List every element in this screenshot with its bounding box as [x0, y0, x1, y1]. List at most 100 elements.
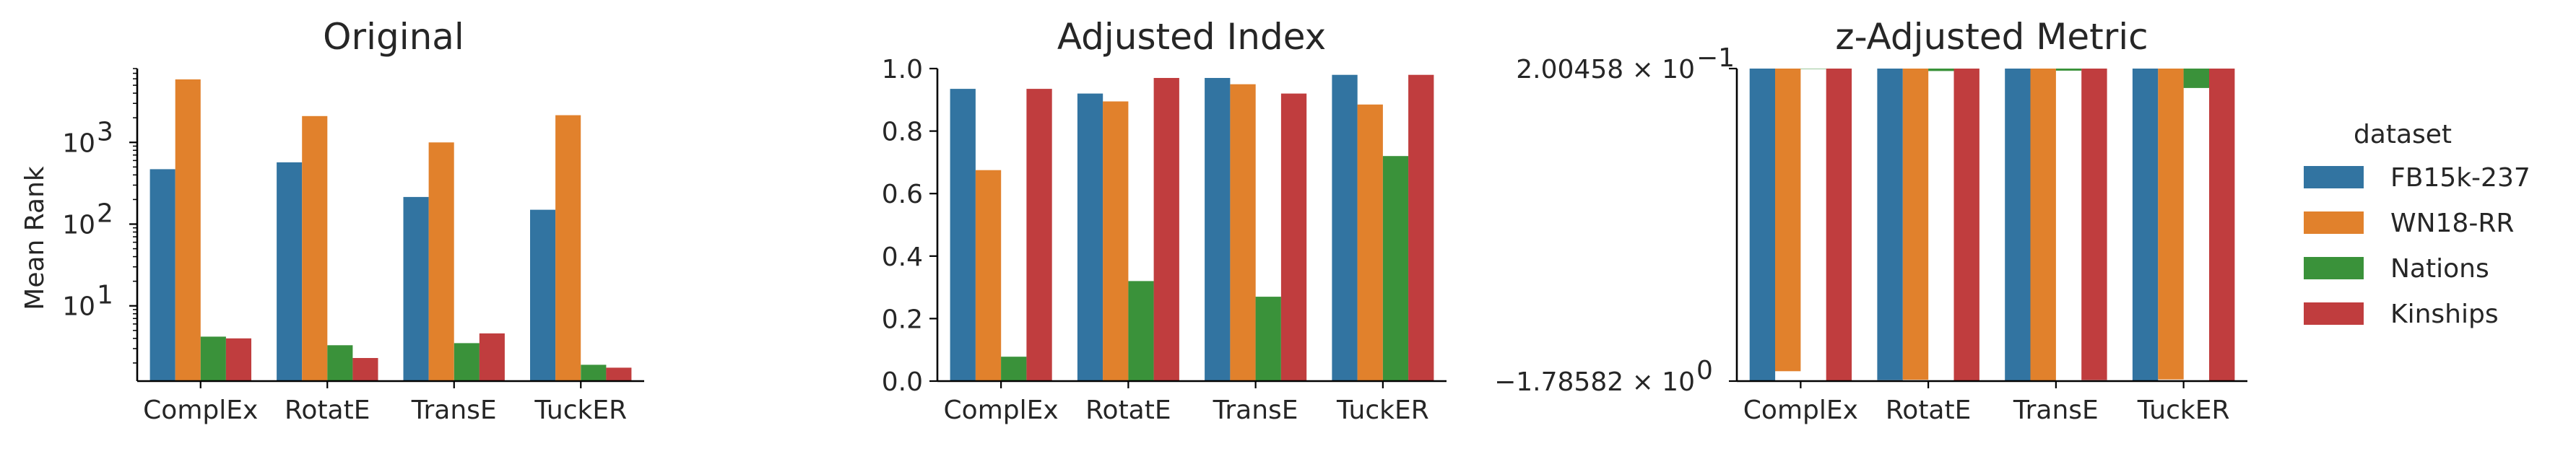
- y-tick-exponent: 3: [97, 117, 113, 147]
- legend-label: Nations: [2390, 254, 2489, 284]
- x-tick-label: RotatE: [1886, 396, 1971, 425]
- y-axis-label: Mean Rank: [20, 166, 50, 310]
- y-tick-label: 0.2: [882, 305, 923, 334]
- bar: [1230, 84, 1256, 381]
- bar: [606, 367, 632, 381]
- y-tick-label: 10: [62, 128, 95, 158]
- x-tick-label: TransE: [1213, 396, 1298, 425]
- x-tick-label: ComplEx: [944, 396, 1059, 425]
- bar: [327, 345, 353, 381]
- bar: [1026, 89, 1052, 381]
- x-axis: ComplEx RotatE TransE TuckER: [944, 381, 1429, 425]
- bar: [277, 162, 303, 381]
- bar: [2158, 69, 2184, 380]
- chart-title: Original: [323, 16, 464, 58]
- panel-adjusted-index: Adjusted Index 0.0 0.2 0.4 0.6 0.8 1.0 ComplE…: [882, 16, 1447, 425]
- y-tick-label: 10: [62, 210, 95, 240]
- bar: [454, 343, 480, 381]
- chart-title: z-Adjusted Metric: [1835, 16, 2148, 58]
- bar: [2055, 69, 2082, 71]
- legend-swatch: [2304, 166, 2364, 188]
- y-tick-label: 0.6: [882, 180, 923, 209]
- x-tick-label: RotatE: [1085, 396, 1171, 425]
- bar: [1077, 93, 1103, 381]
- x-tick-label: TuckER: [534, 396, 627, 425]
- bar: [2005, 69, 2031, 381]
- legend-label: Kinships: [2390, 300, 2499, 329]
- x-tick-label: TransE: [2013, 396, 2099, 425]
- bar: [2081, 69, 2107, 380]
- bar: [1357, 104, 1383, 382]
- bar: [403, 196, 429, 381]
- bar: [2183, 69, 2209, 88]
- bar: [1953, 69, 1979, 381]
- y-tick-label: 10: [62, 292, 95, 322]
- y-tick-label: 0.8: [882, 118, 923, 147]
- bar: [175, 79, 201, 381]
- bar-group: [149, 79, 632, 382]
- bar: [2209, 69, 2235, 381]
- x-tick-label: TuckER: [2137, 396, 2230, 425]
- panel-z-adjusted-metric: z-Adjusted Metric 2.00458 × 10 −1 −1.78582…: [1494, 16, 2247, 425]
- y-tick-label: 1.0: [882, 55, 923, 84]
- legend-label: WN18-RR: [2390, 209, 2514, 238]
- bar: [428, 142, 454, 382]
- bar: [1408, 74, 1434, 381]
- bar: [352, 358, 378, 381]
- y-tick-exponent: 2: [97, 198, 113, 228]
- bar: [479, 333, 505, 381]
- bar: [1001, 357, 1027, 381]
- bar: [1332, 74, 1358, 381]
- x-tick-label: RotatE: [285, 396, 370, 425]
- bar: [1826, 69, 1852, 381]
- legend-title: dataset: [2354, 120, 2452, 149]
- bar: [149, 169, 175, 381]
- legend-swatch: [2304, 302, 2364, 325]
- x-tick-label: TransE: [411, 396, 497, 425]
- x-axis: ComplEx RotatE TransE TuckER: [143, 381, 627, 425]
- y-tick-exponent: 0: [1696, 356, 1713, 385]
- x-tick-label: ComplEx: [143, 396, 258, 425]
- legend-swatch: [2304, 211, 2364, 234]
- bar: [581, 364, 607, 381]
- bar: [1255, 297, 1281, 381]
- bar: [1153, 78, 1179, 381]
- bar: [2030, 69, 2056, 381]
- bar: [1103, 101, 1129, 381]
- bar-group: [950, 74, 1434, 382]
- bar: [1749, 69, 1776, 381]
- bar: [225, 338, 251, 381]
- y-tick-label: 0.4: [882, 243, 923, 272]
- y-tick-label: 0.0: [882, 367, 923, 397]
- legend: dataset FB15k-237 WN18-RR Nations Kinships: [2304, 120, 2531, 329]
- bar: [2132, 69, 2159, 381]
- bar: [1280, 93, 1307, 381]
- bar: [1775, 69, 1801, 372]
- bar: [302, 115, 328, 382]
- y-tick-exponent: −1: [1696, 43, 1735, 73]
- bar: [555, 115, 581, 381]
- bar: [1877, 69, 1903, 380]
- x-tick-label: TuckER: [1336, 396, 1429, 425]
- chart-title: Adjusted Index: [1057, 16, 1326, 58]
- bar: [950, 89, 976, 381]
- legend-label: FB15k-237: [2390, 163, 2531, 193]
- bar: [200, 336, 226, 381]
- bar-group: [1749, 69, 2235, 381]
- x-tick-label: ComplEx: [1743, 396, 1858, 425]
- bar: [1902, 69, 1929, 380]
- bar: [1928, 69, 1954, 71]
- bar: [1205, 78, 1231, 381]
- bar: [1128, 281, 1154, 381]
- x-axis: ComplEx RotatE TransE TuckER: [1743, 381, 2230, 425]
- y-tick-label: −1.78582 × 10: [1494, 367, 1695, 397]
- y-tick-label: 2.00458 × 10: [1516, 55, 1695, 84]
- bar: [530, 209, 556, 381]
- legend-swatch: [2304, 257, 2364, 279]
- bar: [1382, 156, 1409, 381]
- y-axis: 2.00458 × 10 −1 −1.78582 × 10 0: [1494, 43, 1737, 397]
- bar: [975, 170, 1002, 381]
